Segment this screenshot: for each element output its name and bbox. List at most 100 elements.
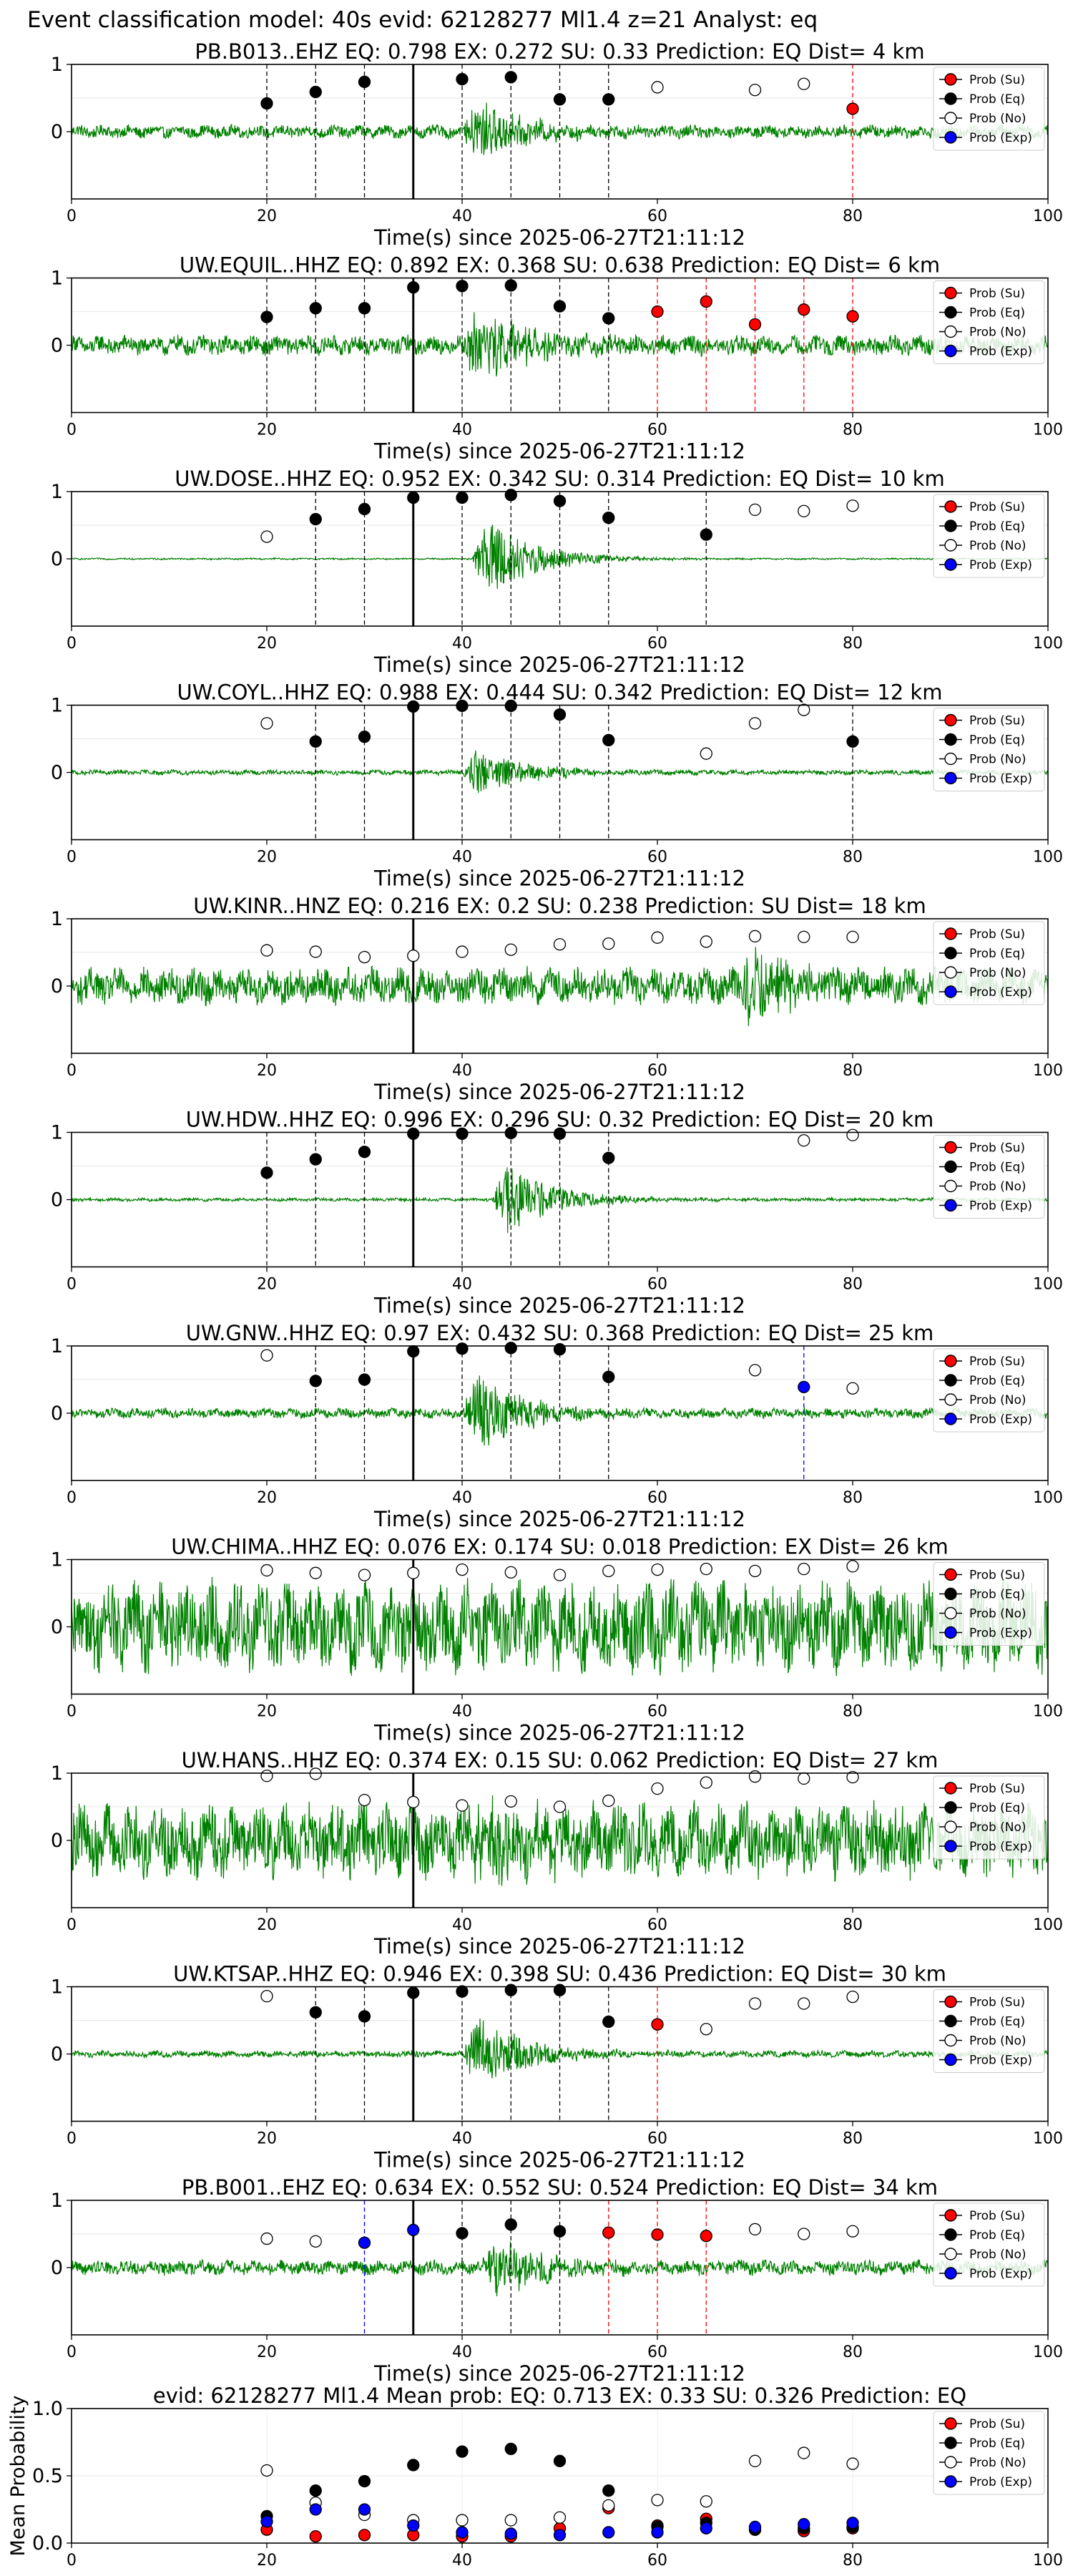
legend-marker-exp [944, 1413, 957, 1425]
prob-point-eq [309, 735, 322, 748]
y-tick-label: 0 [51, 2257, 63, 2279]
prob-point-no [798, 1134, 810, 1147]
x-tick-label: 40 [452, 1703, 472, 1721]
mean-point-eq [358, 2474, 371, 2488]
legend-marker-no [944, 539, 957, 552]
legend-box [933, 1775, 1045, 1860]
panel-title: PB.B001..EHZ EQ: 0.634 EX: 0.552 SU: 0.5… [182, 2175, 938, 2200]
x-axis-label: Time(s) since 2025-06-27T21:11:12 [373, 2361, 745, 2386]
legend-marker-exp [944, 344, 957, 358]
mean-point-no [700, 2495, 712, 2508]
x-axis-label: Time(s) since 2025-06-27T21:11:12 [373, 867, 745, 891]
prob-point-eq [602, 312, 615, 325]
x-tick-label: 0 [67, 635, 77, 653]
legend-marker-su [944, 73, 957, 86]
prob-point-no [260, 717, 273, 730]
prob-point-no [748, 2223, 762, 2236]
x-tick-label: 20 [257, 2130, 277, 2148]
prob-point-no [553, 1568, 567, 1581]
legend-marker-su [944, 1141, 957, 1154]
legend-label-exp: Prob (Exp) [969, 558, 1032, 572]
prob-point-no [798, 1772, 810, 1785]
axes-frame [71, 1986, 1049, 2122]
mean-point-exp [798, 2518, 810, 2531]
prob-point-no [846, 1770, 859, 1784]
prob-point-no [504, 1795, 517, 1808]
legend-marker-eq [944, 1587, 957, 1601]
prob-point-eq [504, 279, 517, 292]
x-tick-label: 60 [647, 2130, 667, 2148]
waveform-trace [72, 1795, 1048, 1886]
legend-marker-eq [944, 2228, 957, 2241]
prob-point-eq [358, 1373, 371, 1386]
mean-point-eq [407, 2459, 420, 2472]
x-tick-label: 80 [843, 1703, 863, 1721]
x-tick-label: 20 [257, 1062, 277, 1080]
x-tick-label: 20 [257, 2552, 277, 2570]
mean-point-exp [407, 2519, 420, 2532]
y-tick-label: 1 [51, 1122, 63, 1144]
legend-label-su: Prob (Su) [969, 714, 1025, 728]
x-tick-label: 60 [647, 208, 667, 225]
station-panel-7: UW.CHIMA..HHZ EQ: 0.076 EX: 0.174 SU: 0.… [51, 1535, 1063, 1745]
prob-point-eq [602, 2015, 615, 2029]
station-panel-0: PB.B013..EHZ EQ: 0.798 EX: 0.272 SU: 0.3… [51, 39, 1063, 250]
x-axis-label: Time(s) since 2025-06-27T21:11:12 [373, 1934, 745, 1958]
prob-point-eq [602, 1370, 615, 1383]
y-tick-label: 1 [51, 1976, 63, 1999]
prob-point-no [651, 1563, 664, 1576]
legend-label-su: Prob (Su) [969, 927, 1025, 942]
x-tick-label: 20 [257, 635, 277, 653]
prob-point-no [504, 943, 517, 956]
mean-point-exp [846, 2517, 859, 2529]
x-tick-label: 100 [1033, 2343, 1063, 2361]
prob-point-eq [456, 2227, 469, 2240]
prob-point-no [260, 944, 273, 957]
prob-point-eq [358, 1146, 371, 1158]
prob-point-no [358, 1793, 371, 1807]
x-tick-label: 20 [257, 208, 277, 225]
prob-point-eq [504, 1126, 517, 1140]
x-tick-label: 100 [1033, 208, 1063, 225]
prob-point-no [748, 1364, 762, 1377]
y-tick-label: 1 [51, 908, 63, 930]
station-panel-3: UW.COYL..HHZ EQ: 0.988 EX: 0.444 SU: 0.3… [51, 680, 1063, 891]
prob-point-no [798, 1563, 810, 1576]
prob-point-no [846, 1382, 859, 1395]
prob-point-no [748, 717, 762, 730]
legend-marker-eq [944, 947, 957, 960]
prob-point-eq [504, 489, 517, 502]
legend-label-su: Prob (Su) [969, 1996, 1025, 2010]
x-tick-label: 60 [647, 1489, 667, 1507]
legend-marker-su [944, 1355, 957, 1367]
prob-point-su [748, 318, 762, 331]
prob-point-eq [260, 311, 273, 323]
x-tick-label: 0 [67, 2343, 77, 2361]
legend-label-eq: Prob (Eq) [969, 92, 1025, 107]
x-tick-label: 80 [843, 1062, 863, 1080]
prob-point-su [651, 2228, 664, 2241]
prob-point-eq [456, 73, 469, 86]
x-axis-label: Time(s) since 2025-06-27T21:11:12 [373, 653, 745, 677]
panel-title: PB.B013..EHZ EQ: 0.798 EX: 0.272 SU: 0.3… [195, 39, 924, 64]
prob-point-no [798, 77, 810, 90]
prob-point-eq [602, 512, 615, 525]
mean-point-eq [309, 2484, 322, 2497]
prob-point-eq [504, 1984, 517, 1996]
legend-marker-no [944, 1179, 957, 1193]
legend-box [933, 1989, 1045, 2073]
panel-title: UW.EQUIL..HHZ EQ: 0.892 EX: 0.368 SU: 0.… [180, 253, 940, 278]
legend-box [933, 921, 1045, 1005]
legend-label-eq: Prob (Eq) [969, 2228, 1025, 2243]
legend-marker-su [944, 2417, 957, 2430]
prob-point-eq [309, 85, 322, 99]
y-tick-label: 1 [51, 481, 63, 503]
legend-label-no: Prob (No) [969, 1607, 1027, 1621]
x-tick-label: 80 [843, 2130, 863, 2148]
x-tick-label: 60 [647, 635, 667, 653]
axes-frame [71, 1345, 1049, 1481]
prob-point-no [798, 930, 810, 944]
x-tick-label: 0 [67, 849, 77, 867]
prob-point-su [651, 305, 664, 318]
legend-marker-no [944, 1606, 957, 1620]
